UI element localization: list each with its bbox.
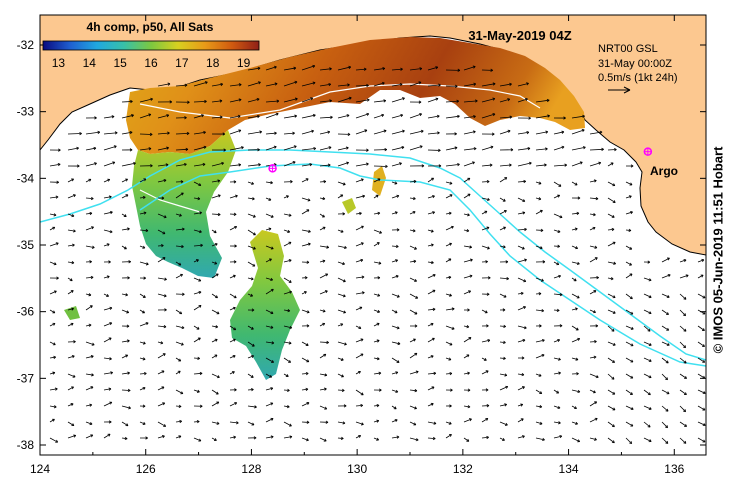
x-tick-label-130: 130: [347, 462, 367, 476]
y-tick-label--37: -37: [17, 371, 35, 385]
colorbar-tick-17: 17: [175, 56, 189, 70]
sst-small-patch-2: [342, 198, 356, 214]
sst-contour-2: [139, 189, 201, 213]
sst-contour-1: [139, 83, 541, 119]
float-marker-2: [268, 164, 277, 173]
info-line-1: NRT00 GSL: [598, 43, 658, 55]
colorbar-label: 4h comp, p50, All Sats: [87, 20, 214, 34]
colorbar-tick-18: 18: [206, 56, 220, 70]
x-tick-label-128: 128: [241, 462, 261, 476]
colorbar-tick-13: 13: [52, 56, 66, 70]
y-tick-label--33: -33: [17, 105, 35, 119]
sst-warm-band: [126, 37, 585, 154]
sst-southern-patch: [230, 230, 300, 380]
x-tick-label-132: 132: [453, 462, 473, 476]
scale-arrow: [608, 86, 631, 94]
colorbar: [42, 40, 260, 51]
sst-western-tongue: [132, 130, 236, 278]
y-tick-label--36: -36: [17, 305, 35, 319]
info-line-2: 31-May 00:00Z: [598, 58, 672, 70]
colorbar-ticks: 13 14 15 16 17 18 19: [52, 56, 251, 70]
x-axis: 124 126 128 130 132 134 136: [30, 15, 685, 476]
map-title: 31-May-2019 04Z: [468, 28, 571, 43]
colorbar-tick-14: 14: [83, 56, 97, 70]
current-contour-1: [40, 149, 706, 361]
x-tick-label-124: 124: [30, 462, 50, 476]
y-tick-label--38: -38: [17, 438, 35, 452]
y-tick-label--34: -34: [17, 171, 35, 185]
credit-text: © IMOS 05-Jun-2019 11:51 Hobart: [710, 146, 726, 354]
x-tick-label-136: 136: [664, 462, 684, 476]
colorbar-tick-19: 19: [237, 56, 251, 70]
colorbar-tick-15: 15: [113, 56, 127, 70]
current-contour-2: [139, 163, 706, 367]
plot-frame: [39, 14, 707, 456]
y-tick-label--35: -35: [17, 238, 35, 252]
current-vectors: [49, 64, 706, 444]
x-tick-label-126: 126: [136, 462, 156, 476]
y-tick-label--32: -32: [17, 38, 35, 52]
colorbar-tick-16: 16: [144, 56, 158, 70]
sst-small-patch-3: [64, 306, 80, 320]
argo-float-marker: [643, 147, 653, 156]
x-tick-label-134: 134: [559, 462, 579, 476]
y-axis: -32 -33 -34 -35 -36 -37 -38: [17, 38, 706, 452]
argo-label: Argo: [650, 164, 678, 178]
info-line-3: 0.5m/s (1kt 24h): [598, 72, 677, 84]
